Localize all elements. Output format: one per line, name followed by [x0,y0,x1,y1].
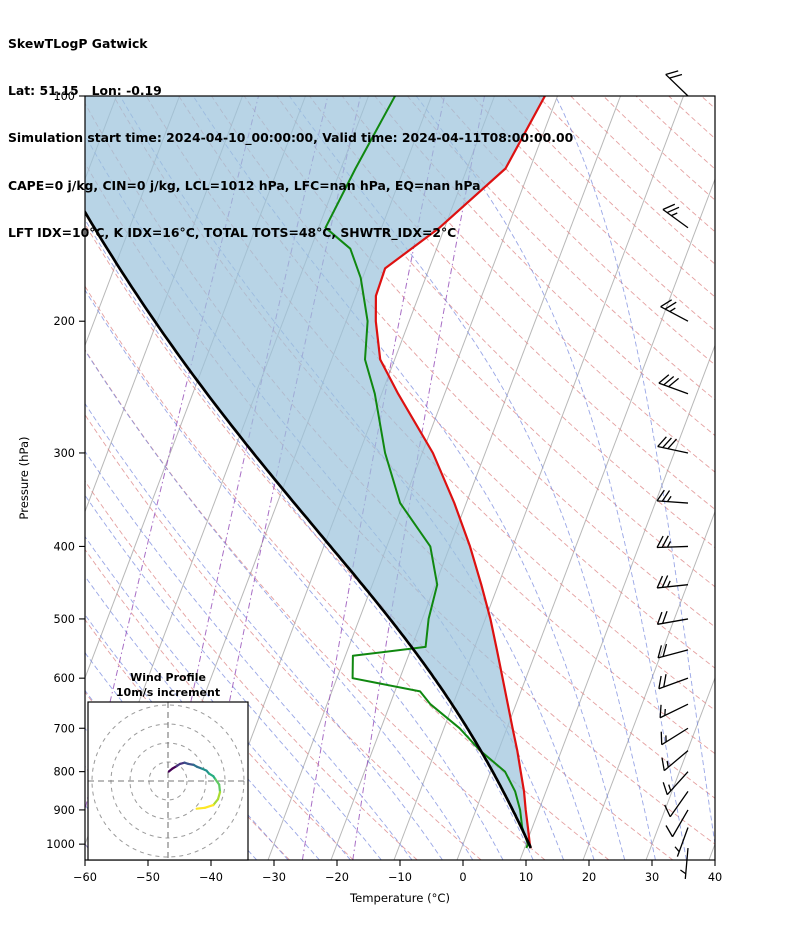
isotherm-line [645,676,715,860]
dry-adiabat-line [537,96,715,265]
latlon-text: Lat: 51.15 Lon: -0.19 [8,82,162,98]
wind-barb [656,535,689,549]
moist-adiabat-line [119,96,595,860]
isotherm-line [519,343,715,860]
plot-layers [85,96,715,860]
times-text: Simulation start time: 2024-04-10_00:00:… [8,130,574,146]
x-tick-label: 40 [708,871,722,884]
isotherm-line [393,96,684,860]
header-block: SkewTLogP Gatwick Lat: 51.15 Lon: -0.19 … [8,4,573,273]
page-title: SkewTLogP Gatwick [8,35,148,51]
moist-adiabat-line [85,494,382,860]
moist-adiabat-line [85,450,413,860]
wind-barb [664,790,689,818]
dry-adiabat-line [668,96,715,140]
y-tick-label: 700 [53,722,75,735]
hodograph-trace-segment [195,806,206,810]
hodograph-trace-segment [212,798,220,807]
wind-barb [657,643,689,659]
moist-adiabat-line [85,218,534,860]
indices2-text: LFT IDX=10°C, K IDX=16°C, TOTAL TOTS=48°… [8,225,457,241]
dry-adiabat-line [341,96,715,473]
wind-barb [658,674,689,690]
dewpoint-curve [324,96,529,849]
y-tick-label: 100 [53,90,75,103]
x-axis-label: Temperature (°C) [349,891,451,905]
y-tick-label: 800 [53,766,75,779]
x-tick-label: −50 [136,871,160,884]
x-tick-label: 10 [519,871,533,884]
x-tick-label: 20 [582,871,596,884]
wind-barb [657,436,689,454]
temperature-curve [374,96,546,849]
y-tick-label: 200 [53,315,75,328]
y-tick-label: 900 [53,804,75,817]
wind-barb [660,299,689,322]
wind-barb [661,750,689,772]
x-tick-label: −60 [73,871,97,884]
dry-adiabat-line [570,96,715,233]
isotherm-line [708,842,715,860]
moist-adiabat-line [192,96,626,860]
x-tick-label: −30 [262,871,286,884]
parcel-curve [85,209,533,849]
dry-adiabat-line [407,96,715,401]
moist-adiabat-line [85,349,474,860]
y-tick-label: 1000 [46,838,75,851]
dry-adiabat-line [85,285,610,860]
x-tick-label: −10 [388,871,412,884]
indices1-text: CAPE=0 j/kg, CIN=0 j/kg, LCL=1012 hPa, L… [8,177,481,193]
dry-adiabat-line [85,223,674,860]
wind-barb [658,374,689,395]
isotherm-line [582,510,715,860]
wind-barb [659,703,689,719]
dry-adiabat-line [602,96,715,201]
dry-adiabat-line [309,96,715,511]
wind-barb [660,727,689,746]
hodograph-trace-segment [203,803,215,809]
hodograph-trace-segment [216,790,222,801]
hodograph-border [87,701,249,861]
moist-adiabat-line [85,535,351,860]
moist-adiabat-line [555,96,715,848]
wind-barb [656,489,689,504]
x-tick-label: 0 [459,871,466,884]
y-tick-label: 300 [53,447,75,460]
x-tick-label: 30 [645,871,659,884]
y-axis-label: Pressure (hPa) [17,436,31,520]
moist-adiabat-line [85,614,289,860]
hodograph-trace-segment [218,783,222,794]
cape-cin-shading [85,96,545,848]
wind-barb [674,827,689,857]
moist-adiabat-line [288,96,656,860]
wind-barb [656,575,689,589]
moist-adiabat-line [415,96,687,860]
moist-adiabat-line [85,804,131,860]
y-tick-label: 400 [53,540,75,553]
dry-adiabat-line [374,96,715,437]
wind-barb [662,203,689,229]
moist-adiabat-line [85,575,320,860]
x-tick-label: −40 [199,871,223,884]
x-tick-label: −20 [325,871,349,884]
hodograph-title: Wind Profile [130,671,206,684]
wind-barb [665,70,689,97]
wind-barb [665,809,689,838]
wind-barb [656,610,689,625]
wind-barb [680,847,689,879]
hodograph-inset [87,701,249,861]
hodograph-subtitle: 10m/s increment [115,686,221,699]
wind-barb [662,771,689,796]
moist-adiabat-line [85,289,504,860]
y-tick-label: 600 [53,672,75,685]
dry-adiabat-line [211,96,715,628]
y-tick-label: 500 [53,613,75,626]
